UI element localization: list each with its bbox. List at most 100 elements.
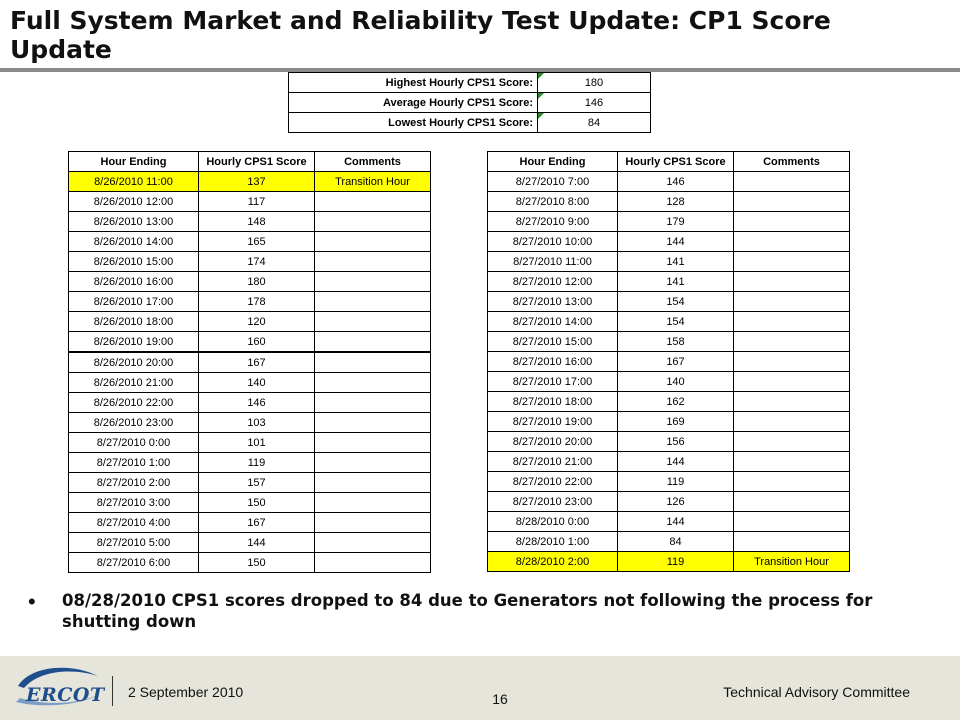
cell-cps1-score: 101 (198, 432, 315, 453)
cell-cps1-score: 144 (617, 511, 734, 532)
cell-hour-ending: 8/27/2010 5:00 (68, 532, 199, 553)
table-row: 8/26/2010 13:00 148 (68, 211, 431, 232)
bullet-text: 08/28/2010 CPS1 scores dropped to 84 due… (62, 591, 873, 631)
cell-comment (733, 391, 850, 412)
table-row: 8/27/2010 17:00 140 (487, 371, 850, 392)
table-row: 8/27/2010 0:00 101 (68, 432, 431, 453)
title-divider (0, 68, 960, 72)
page-title: Full System Market and Reliability Test … (10, 6, 831, 64)
cell-hour-ending: 8/27/2010 22:00 (487, 471, 618, 492)
table-row: 8/27/2010 13:00 154 (487, 291, 850, 312)
table-header-row: Hour Ending Hourly CPS1 Score Comments (68, 151, 431, 172)
cell-comment (314, 552, 431, 573)
table-row: 8/27/2010 5:00 144 (68, 532, 431, 553)
cell-cps1-score: 150 (198, 492, 315, 513)
cell-comment (314, 392, 431, 413)
cell-cps1-score: 167 (198, 351, 315, 373)
logo-text: ERCOT (26, 684, 105, 706)
summary-value: 84 (537, 112, 651, 133)
cell-hour-ending: 8/27/2010 14:00 (487, 311, 618, 332)
cell-cps1-score: 144 (198, 532, 315, 553)
table-row: 8/27/2010 14:00 154 (487, 311, 850, 332)
table-row: 8/28/2010 1:00 84 (487, 531, 850, 552)
cell-cps1-score: 117 (198, 191, 315, 212)
cell-hour-ending: 8/26/2010 15:00 (68, 251, 199, 272)
table-row: 8/26/2010 18:00 120 (68, 311, 431, 332)
summary-label: Average Hourly CPS1 Score: (288, 92, 538, 113)
summary-label: Lowest Hourly CPS1 Score: (288, 112, 538, 133)
table-row: 8/27/2010 11:00 141 (487, 251, 850, 272)
cell-comment: Transition Hour (314, 171, 431, 192)
cell-hour-ending: 8/26/2010 18:00 (68, 311, 199, 332)
cell-comment (314, 211, 431, 232)
cell-hour-ending: 8/27/2010 8:00 (487, 191, 618, 212)
cell-hour-ending: 8/27/2010 10:00 (487, 231, 618, 252)
cell-comment (314, 311, 431, 332)
cell-comment (733, 451, 850, 472)
table-row: 8/28/2010 0:00 144 (487, 511, 850, 532)
cell-cps1-score: 157 (198, 472, 315, 493)
comment-marker-icon (538, 73, 544, 79)
cell-comment (314, 372, 431, 393)
cell-cps1-score: 84 (617, 531, 734, 552)
summary-row: Average Hourly CPS1 Score: 146 (288, 92, 651, 113)
cell-cps1-score: 119 (198, 452, 315, 473)
summary-value-text: 84 (587, 116, 601, 129)
cell-hour-ending: 8/26/2010 13:00 (68, 211, 199, 232)
cell-cps1-score: 158 (617, 331, 734, 352)
table-row: 8/26/2010 12:00 117 (68, 191, 431, 212)
page-number: 16 (492, 691, 508, 707)
cell-hour-ending: 8/27/2010 20:00 (487, 431, 618, 452)
table-row: 8/26/2010 16:00 180 (68, 271, 431, 292)
summary-value-text: 146 (584, 96, 604, 109)
table-row: 8/27/2010 3:00 150 (68, 492, 431, 513)
cell-hour-ending: 8/26/2010 11:00 (68, 171, 199, 192)
table-row: 8/27/2010 15:00 158 (487, 331, 850, 352)
summary-row: Highest Hourly CPS1 Score: 180 (288, 72, 651, 93)
cell-comment (733, 311, 850, 332)
cell-cps1-score: 140 (617, 371, 734, 392)
table-row: 8/27/2010 20:00 156 (487, 431, 850, 452)
cell-comment (733, 531, 850, 552)
cell-cps1-score: 156 (617, 431, 734, 452)
cell-comment (314, 412, 431, 433)
column-header-hour: Hour Ending (68, 151, 199, 172)
cell-cps1-score: 148 (198, 211, 315, 232)
cell-hour-ending: 8/27/2010 16:00 (487, 351, 618, 372)
cell-comment (733, 191, 850, 212)
cell-hour-ending: 8/27/2010 9:00 (487, 211, 618, 232)
table-row: 8/26/2010 15:00 174 (68, 251, 431, 272)
cell-cps1-score: 141 (617, 251, 734, 272)
cell-hour-ending: 8/27/2010 18:00 (487, 391, 618, 412)
table-row: 8/27/2010 2:00 157 (68, 472, 431, 493)
cell-cps1-score: 154 (617, 311, 734, 332)
cell-comment (733, 511, 850, 532)
table-row: 8/27/2010 6:00 150 (68, 552, 431, 573)
cell-hour-ending: 8/27/2010 13:00 (487, 291, 618, 312)
cell-cps1-score: 165 (198, 231, 315, 252)
cell-comment (314, 432, 431, 453)
right-score-table: Hour Ending Hourly CPS1 Score Comments 8… (487, 151, 850, 572)
cell-comment: Transition Hour (733, 551, 850, 572)
cell-comment (733, 491, 850, 512)
cell-hour-ending: 8/28/2010 2:00 (487, 551, 618, 572)
cell-hour-ending: 8/27/2010 12:00 (487, 271, 618, 292)
cell-comment (733, 331, 850, 352)
cell-comment (314, 251, 431, 272)
cell-cps1-score: 146 (617, 171, 734, 192)
summary-table: Highest Hourly CPS1 Score: 180 Average H… (288, 72, 651, 133)
cell-comment (314, 472, 431, 493)
summary-label: Highest Hourly CPS1 Score: (288, 72, 538, 93)
comment-marker-icon (538, 113, 544, 119)
cell-comment (733, 271, 850, 292)
cell-hour-ending: 8/27/2010 6:00 (68, 552, 199, 573)
summary-value: 146 (537, 92, 651, 113)
summary-value-text: 180 (584, 76, 604, 89)
column-header-comments: Comments (733, 151, 850, 172)
column-header-comments: Comments (314, 151, 431, 172)
table-row: 8/27/2010 16:00 167 (487, 351, 850, 372)
left-score-table: Hour Ending Hourly CPS1 Score Comments 8… (68, 151, 431, 573)
footer-divider (112, 676, 113, 706)
table-row: 8/26/2010 21:00 140 (68, 372, 431, 393)
cell-comment (733, 471, 850, 492)
